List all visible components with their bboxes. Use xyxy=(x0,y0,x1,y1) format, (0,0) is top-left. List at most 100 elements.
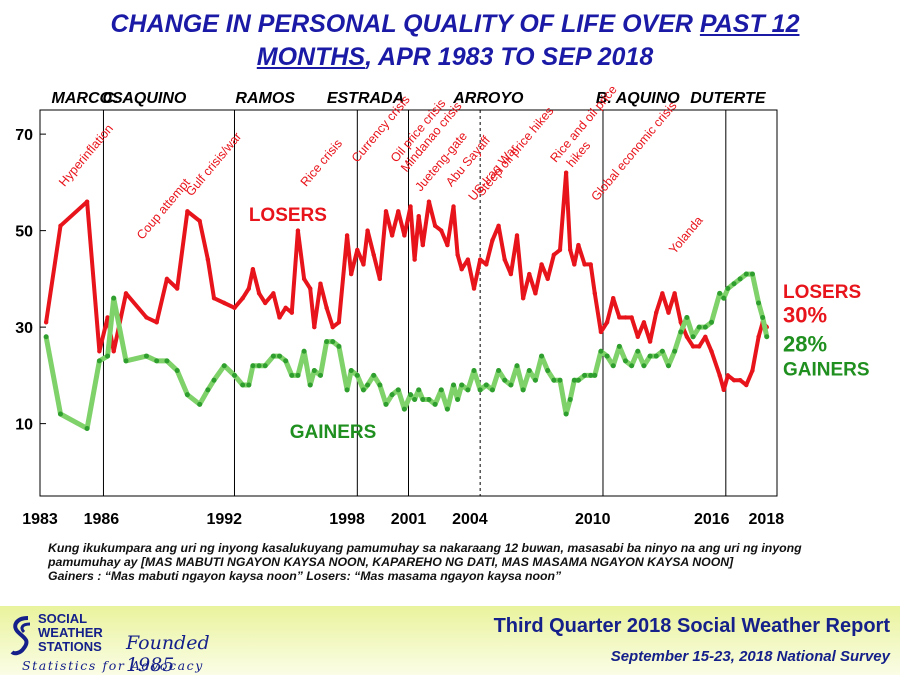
losers-data-point xyxy=(520,295,526,301)
report-subtitle: September 15-23, 2018 National Survey xyxy=(610,648,890,665)
gainers-data-point xyxy=(197,401,203,407)
losers-data-point xyxy=(144,315,149,320)
gainers-data-point xyxy=(588,372,594,378)
losers-data-point xyxy=(592,291,597,296)
gainers-data-point xyxy=(105,353,111,359)
losers-data-point xyxy=(598,329,604,335)
gainers-data-point xyxy=(184,392,190,398)
gainers-data-point xyxy=(96,358,102,364)
gainers-data-point xyxy=(557,377,563,383)
losers-data-point xyxy=(572,262,577,267)
losers-data-point xyxy=(445,242,450,248)
gainers-data-point xyxy=(412,397,418,402)
losers-data-point xyxy=(737,378,743,383)
gainers-data-point xyxy=(174,368,180,374)
losers-data-point xyxy=(308,286,313,291)
gainers-data-point xyxy=(539,353,545,359)
losers-data-point xyxy=(666,310,671,315)
gainers-data-point xyxy=(684,314,690,320)
gainers-data-point xyxy=(721,295,727,301)
gainers-data-point xyxy=(371,372,377,378)
gainers-data-point xyxy=(575,377,581,383)
series-label: LOSERS xyxy=(249,205,327,226)
losers-data-point xyxy=(660,291,665,296)
gainers-data-point xyxy=(708,319,714,325)
losers-data-point xyxy=(396,209,401,214)
gainers-data-point xyxy=(471,368,477,374)
gainers-data-point xyxy=(432,401,438,407)
losers-data-point xyxy=(301,276,307,282)
gainers-data-point xyxy=(401,406,407,412)
gainers-data-point xyxy=(520,387,526,393)
x-tick-label: 1983 xyxy=(22,511,58,528)
gainers-data-point xyxy=(283,358,289,364)
losers-data-point xyxy=(185,209,190,214)
losers-data-point xyxy=(277,315,282,320)
chart-title: CHANGE IN PERSONAL QUALITY OF LIFE OVER … xyxy=(40,8,870,74)
losers-data-point xyxy=(420,242,426,248)
losers-data-point xyxy=(389,233,395,238)
losers-data-point xyxy=(355,247,360,253)
gainers-data-point xyxy=(604,353,610,359)
losers-data-point xyxy=(197,218,202,224)
logo-line-3: STATIONS xyxy=(38,639,102,654)
report-title: Third Quarter 2018 Social Weather Report xyxy=(493,615,890,637)
gainers-data-point xyxy=(354,372,360,378)
losers-data-point xyxy=(484,262,489,267)
losers-data-point xyxy=(527,271,532,277)
gainers-data-point xyxy=(270,353,276,359)
losers-data-point xyxy=(756,334,761,339)
losers-data-point xyxy=(324,305,329,311)
administration-label: RAMOS xyxy=(235,90,295,107)
losers-end-value: 30% xyxy=(783,302,827,327)
x-tick-label: 2018 xyxy=(749,511,785,528)
survey-question: Kung ikukumpara ang uri ng inyong kasalu… xyxy=(48,541,848,583)
gainers-data-point xyxy=(240,382,246,388)
x-tick-label: 2004 xyxy=(452,511,488,528)
losers-data-point xyxy=(412,257,417,262)
administration-label: C. AQUINO xyxy=(102,90,186,107)
event-annotation: Global economic crisis xyxy=(588,99,679,204)
gainers-data-point xyxy=(545,368,551,374)
gainers-data-point xyxy=(665,363,671,369)
gainers-data-point xyxy=(451,382,457,388)
gainers-data-point xyxy=(690,334,696,340)
losers-data-point xyxy=(361,262,366,267)
gainers-data-point xyxy=(737,276,743,282)
losers-data-point xyxy=(330,324,335,330)
title-underlined: MONTHS xyxy=(256,43,366,71)
losers-data-point xyxy=(58,223,63,228)
losers-data-point xyxy=(312,324,317,330)
gainers-data-point xyxy=(477,387,483,393)
gainers-data-point xyxy=(489,387,495,393)
gainers-data-point xyxy=(438,387,444,393)
losers-data-point xyxy=(164,276,170,282)
gainers-data-point xyxy=(508,382,514,388)
losers-data-point xyxy=(105,315,110,320)
gainers-data-point xyxy=(143,353,149,359)
gainers-data-point xyxy=(616,343,622,349)
losers-data-point xyxy=(154,320,159,325)
gainers-data-point xyxy=(330,339,336,345)
losers-data-point xyxy=(641,320,647,325)
title-part: CHANGE IN PERSONAL QUALITY OF LIFE OVER xyxy=(110,10,700,38)
losers-data-point xyxy=(672,291,677,296)
gainers-data-point xyxy=(749,271,755,277)
losers-data-point xyxy=(271,291,276,296)
losers-data-point xyxy=(371,252,376,257)
gainers-data-point xyxy=(311,368,317,374)
gainers-data-point xyxy=(526,368,532,374)
losers-data-point xyxy=(551,252,557,257)
gainers-data-point xyxy=(289,372,295,378)
losers-data-point xyxy=(703,334,708,339)
gainers-data-point xyxy=(154,358,160,364)
losers-data-point xyxy=(289,310,295,315)
x-tick-label: 1986 xyxy=(84,511,120,528)
gainers-data-point xyxy=(641,363,647,369)
logo-line-1: SOCIAL xyxy=(38,611,88,626)
gainers-data-point xyxy=(420,397,426,402)
gainers-data-point xyxy=(43,334,49,340)
losers-data-point xyxy=(684,334,690,339)
losers-data-point xyxy=(617,315,622,320)
losers-data-point xyxy=(502,257,507,262)
